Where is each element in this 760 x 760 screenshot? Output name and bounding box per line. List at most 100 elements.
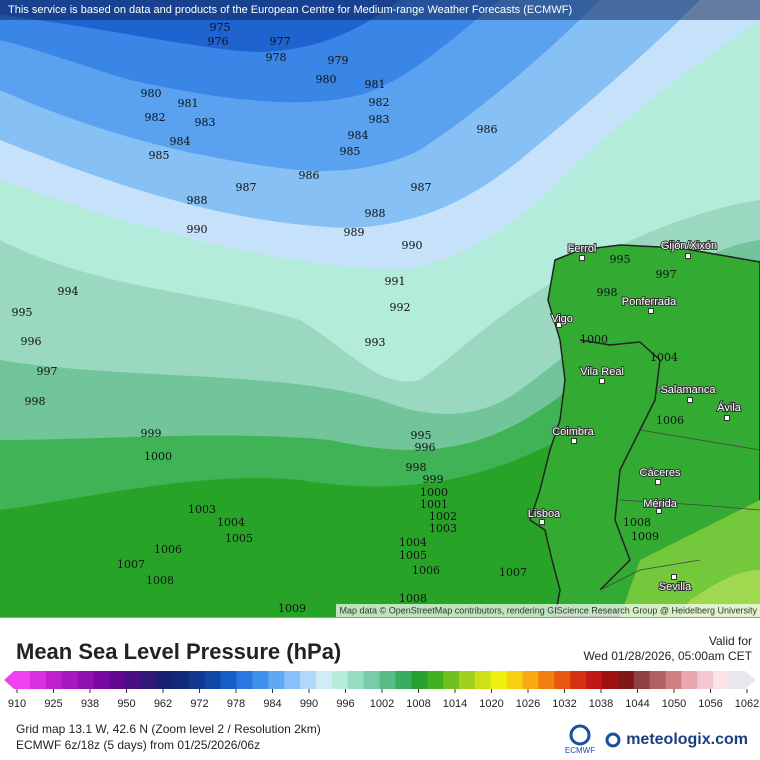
colorbar-tick-label: 990	[300, 698, 318, 710]
colorbar-swatch	[601, 671, 619, 689]
valid-time: Wed 01/28/2026, 05:00am CET	[583, 649, 752, 663]
ecmwf-label: ECMWF	[565, 746, 595, 755]
colorbar-swatch	[697, 671, 714, 689]
isobar-label: 982	[145, 111, 166, 124]
isobar-label: 988	[187, 194, 208, 207]
colorbar-swatch	[236, 671, 253, 689]
colorbar-swatch	[93, 671, 110, 689]
isobar-label: 991	[385, 275, 406, 288]
isobar-label: 1007	[117, 558, 145, 571]
place-label: Coimbra	[552, 426, 594, 438]
colorbar-swatch	[411, 671, 428, 689]
isobar-label: 1009	[631, 530, 659, 543]
colorbar-swatch	[125, 671, 142, 689]
isobar-label: 983	[369, 113, 390, 126]
colorbar-swatch	[29, 671, 47, 689]
isobar-label: 1008	[623, 516, 651, 529]
colorbar-tick-label: 1008	[406, 698, 430, 710]
places: Ferrol Gijón/Xixón Ponferrada Vigo Vila Real…	[527, 239, 743, 594]
isobar-label: 1007	[499, 566, 527, 579]
place-label: Ávila	[717, 401, 742, 414]
place-marker	[539, 519, 545, 525]
isobar-label: 1001	[420, 498, 448, 511]
colorbar-swatch	[61, 671, 79, 689]
isobar-label: 983	[195, 116, 216, 129]
isobar-label: 981	[365, 78, 386, 91]
place-marker	[599, 378, 605, 384]
isobar-label: 1008	[146, 574, 174, 587]
isobar-label: 990	[187, 223, 208, 236]
colorbar-swatch	[141, 671, 158, 689]
isobar-label: 996	[415, 441, 436, 454]
colorbar-swatch	[379, 671, 396, 689]
colorbar-tick-label: 1062	[735, 698, 759, 710]
isobar-label: 977	[270, 35, 291, 48]
valid-label: Valid for	[709, 634, 752, 648]
colorbar-tick-label: 1044	[625, 698, 649, 710]
colorbar-tick-label: 925	[44, 698, 62, 710]
isobar-label: 980	[141, 87, 162, 100]
place-label: Vigo	[551, 313, 573, 325]
colorbar-swatch	[331, 671, 349, 689]
colorbar-swatch	[395, 671, 412, 689]
place-marker	[648, 308, 654, 314]
colorbar-tick-label: 962	[154, 698, 172, 710]
isobar-label: 985	[340, 145, 361, 158]
colorbar-swatch	[188, 671, 206, 689]
map: This service is based on data and produc…	[0, 0, 760, 618]
isobar-label: 1000	[144, 450, 172, 463]
colorbar-tick-label: 972	[190, 698, 208, 710]
colorbar-tick-label: 1002	[370, 698, 394, 710]
colorbar-swatch	[617, 671, 635, 689]
place-label: Salamanca	[660, 384, 716, 396]
colorbar-swatch	[220, 671, 237, 689]
isobar-label: 980	[316, 73, 337, 86]
colorbar-swatch	[538, 671, 555, 689]
isobar-label: 978	[266, 51, 287, 64]
brand-logo	[605, 732, 621, 748]
isobar-label: 981	[178, 97, 199, 110]
place-marker	[556, 322, 562, 328]
isobar-label: 1006	[154, 543, 182, 556]
colorbar-arrow	[745, 671, 756, 689]
colorbar-swatch	[554, 671, 571, 689]
legend-title: Mean Sea Level Pressure (hPa)	[16, 639, 341, 664]
place-marker	[724, 415, 730, 421]
colorbar-swatch	[474, 671, 492, 689]
isobar-label: 993	[365, 336, 386, 349]
brand[interactable]: meteologix.com	[626, 731, 748, 748]
colorbar-arrow	[4, 671, 14, 689]
isobar-label: 998	[25, 395, 46, 408]
colorbar-swatch	[363, 671, 380, 689]
colorbar-swatch	[109, 671, 126, 689]
colorbar-swatch	[633, 671, 651, 689]
isobar-label: 976	[208, 35, 229, 48]
colorbar-swatch	[458, 671, 476, 689]
isobar-label: 975	[210, 21, 231, 34]
isobar-label: 989	[344, 226, 365, 239]
isobar-label: 1002	[429, 510, 457, 523]
colorbar-swatch	[443, 671, 460, 689]
colorbar-swatch	[713, 671, 730, 689]
isobar-label: 999	[141, 427, 162, 440]
ecmwf-logo	[569, 724, 591, 746]
colorbar-swatch	[172, 671, 190, 689]
place-label: Sevilla	[659, 581, 692, 593]
colorbar-swatch	[284, 671, 301, 689]
place-marker	[685, 253, 691, 259]
colorbar-swatch	[300, 671, 317, 689]
isobar-label: 984	[348, 129, 369, 142]
isobar-label: 994	[58, 285, 79, 298]
isobar-label: 1008	[399, 592, 427, 605]
colorbar-swatch	[268, 671, 285, 689]
isobar-label: 1006	[656, 414, 684, 427]
isobar-label: 987	[411, 181, 432, 194]
isobar-label: 997	[37, 365, 58, 378]
colorbar-swatch	[665, 671, 682, 689]
isobar-label: 979	[328, 54, 349, 67]
place-marker	[656, 508, 662, 514]
place-label: Vila Real	[580, 366, 624, 378]
colorbar-tick-label: 1032	[552, 698, 576, 710]
colorbar-swatch	[586, 671, 603, 689]
